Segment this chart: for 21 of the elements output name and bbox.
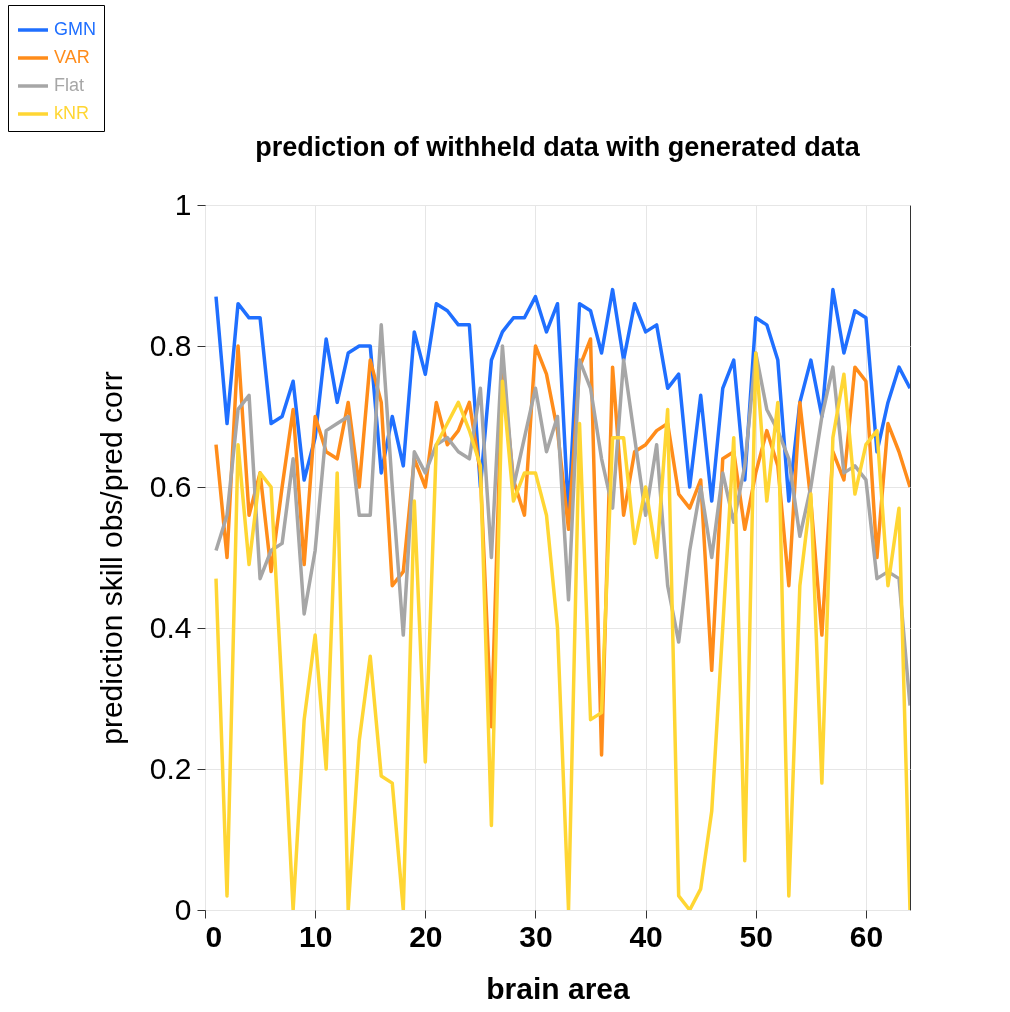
line-series bbox=[214, 351, 910, 910]
x-tick-label: 50 bbox=[739, 919, 773, 953]
y-axis-title: prediction skill obs/pred corr bbox=[94, 371, 128, 745]
y-tick-label: 0 bbox=[174, 892, 192, 926]
legend-label: Flat bbox=[54, 75, 85, 95]
x-tick-label: 0 bbox=[205, 919, 223, 953]
x-tick-label: 10 bbox=[298, 919, 333, 953]
y-tick-label: 0.4 bbox=[149, 610, 192, 644]
y-tick-label: 0.6 bbox=[149, 469, 192, 503]
y-tick-label: 0.8 bbox=[149, 328, 192, 362]
x-tick-label: 40 bbox=[629, 919, 663, 953]
x-tick-label: 60 bbox=[849, 919, 884, 953]
x-tick-label: 20 bbox=[409, 919, 443, 953]
x-tick-label: 30 bbox=[519, 919, 553, 953]
legend-label: GMN bbox=[54, 19, 96, 39]
y-tick-label: 1 bbox=[174, 187, 192, 221]
x-axis-title: brain area bbox=[486, 971, 631, 1005]
y-tick-label: 0.2 bbox=[149, 751, 192, 785]
legend-label: kNR bbox=[54, 103, 89, 123]
chart-title: prediction of withheld data with generated data bbox=[255, 131, 861, 162]
legend-label: VAR bbox=[54, 47, 90, 67]
